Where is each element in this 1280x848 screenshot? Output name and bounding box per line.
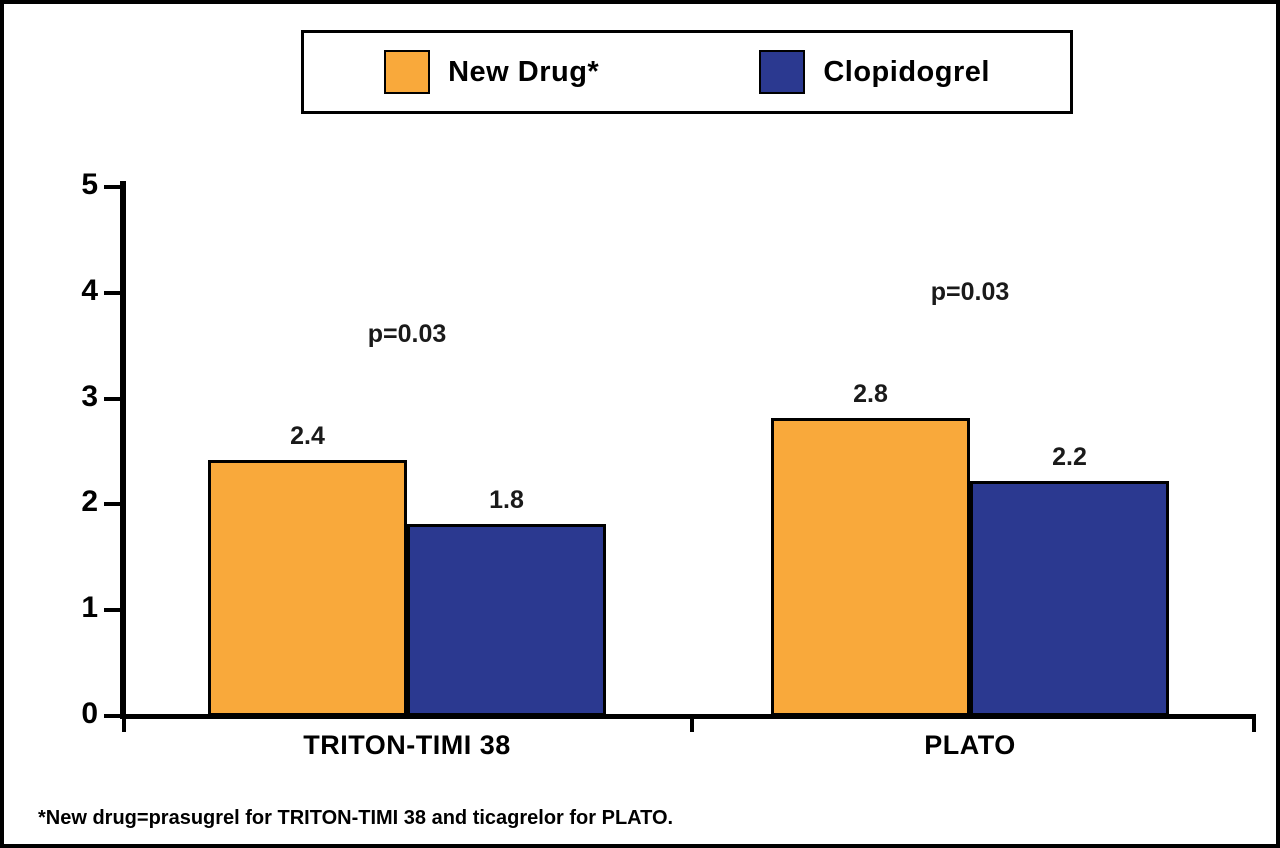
y-axis-tick xyxy=(104,185,120,189)
y-tick-label: 0 xyxy=(81,697,98,730)
y-axis-tick xyxy=(104,714,120,718)
y-tick-label: 1 xyxy=(81,591,98,625)
legend-item-clopidogrel: Clopidogrel xyxy=(759,50,990,94)
x-axis-tick xyxy=(690,719,694,732)
y-tick-label: 4 xyxy=(81,273,98,307)
x-category-label: PLATO xyxy=(924,730,1016,760)
y-axis-tick xyxy=(104,290,120,295)
y-axis xyxy=(120,181,126,719)
legend-label-clopidogrel: Clopidogrel xyxy=(823,55,990,88)
y-tick-label: 3 xyxy=(81,379,98,413)
legend-label-new-drug: New Drug* xyxy=(448,55,600,88)
bar-clopidogrel-2 xyxy=(970,481,1169,716)
bar-value-label: 2.8 xyxy=(853,379,888,408)
bar-value-label: 2.2 xyxy=(1052,443,1087,472)
y-axis-tick xyxy=(104,608,120,613)
bar-new-drug-2 xyxy=(771,417,970,716)
legend: New Drug* Clopidogrel xyxy=(301,30,1073,114)
p-value-label: p=0.03 xyxy=(930,277,1010,306)
legend-item-new-drug: New Drug* xyxy=(384,50,599,94)
p-value-label: p=0.03 xyxy=(367,320,447,349)
y-tick-label: 5 xyxy=(81,168,98,201)
clopidogrel-swatch-icon xyxy=(759,50,806,94)
bar-value-label: 2.4 xyxy=(290,422,325,451)
new-drug-swatch-icon xyxy=(384,50,431,94)
footnote: *New drug=prasugrel for TRITON-TIMI 38 a… xyxy=(38,807,674,829)
y-axis-tick xyxy=(104,502,120,507)
x-axis-tick xyxy=(1252,719,1256,732)
x-category-label: TRITON-TIMI 38 xyxy=(303,730,511,760)
bar-new-drug-1 xyxy=(208,460,407,716)
y-axis-tick xyxy=(104,396,120,401)
y-tick-label: 2 xyxy=(81,485,98,519)
bar-value-label: 1.8 xyxy=(489,485,524,514)
x-axis-tick xyxy=(122,719,126,732)
x-axis xyxy=(120,714,1256,719)
bar-clopidogrel-1 xyxy=(407,523,606,716)
